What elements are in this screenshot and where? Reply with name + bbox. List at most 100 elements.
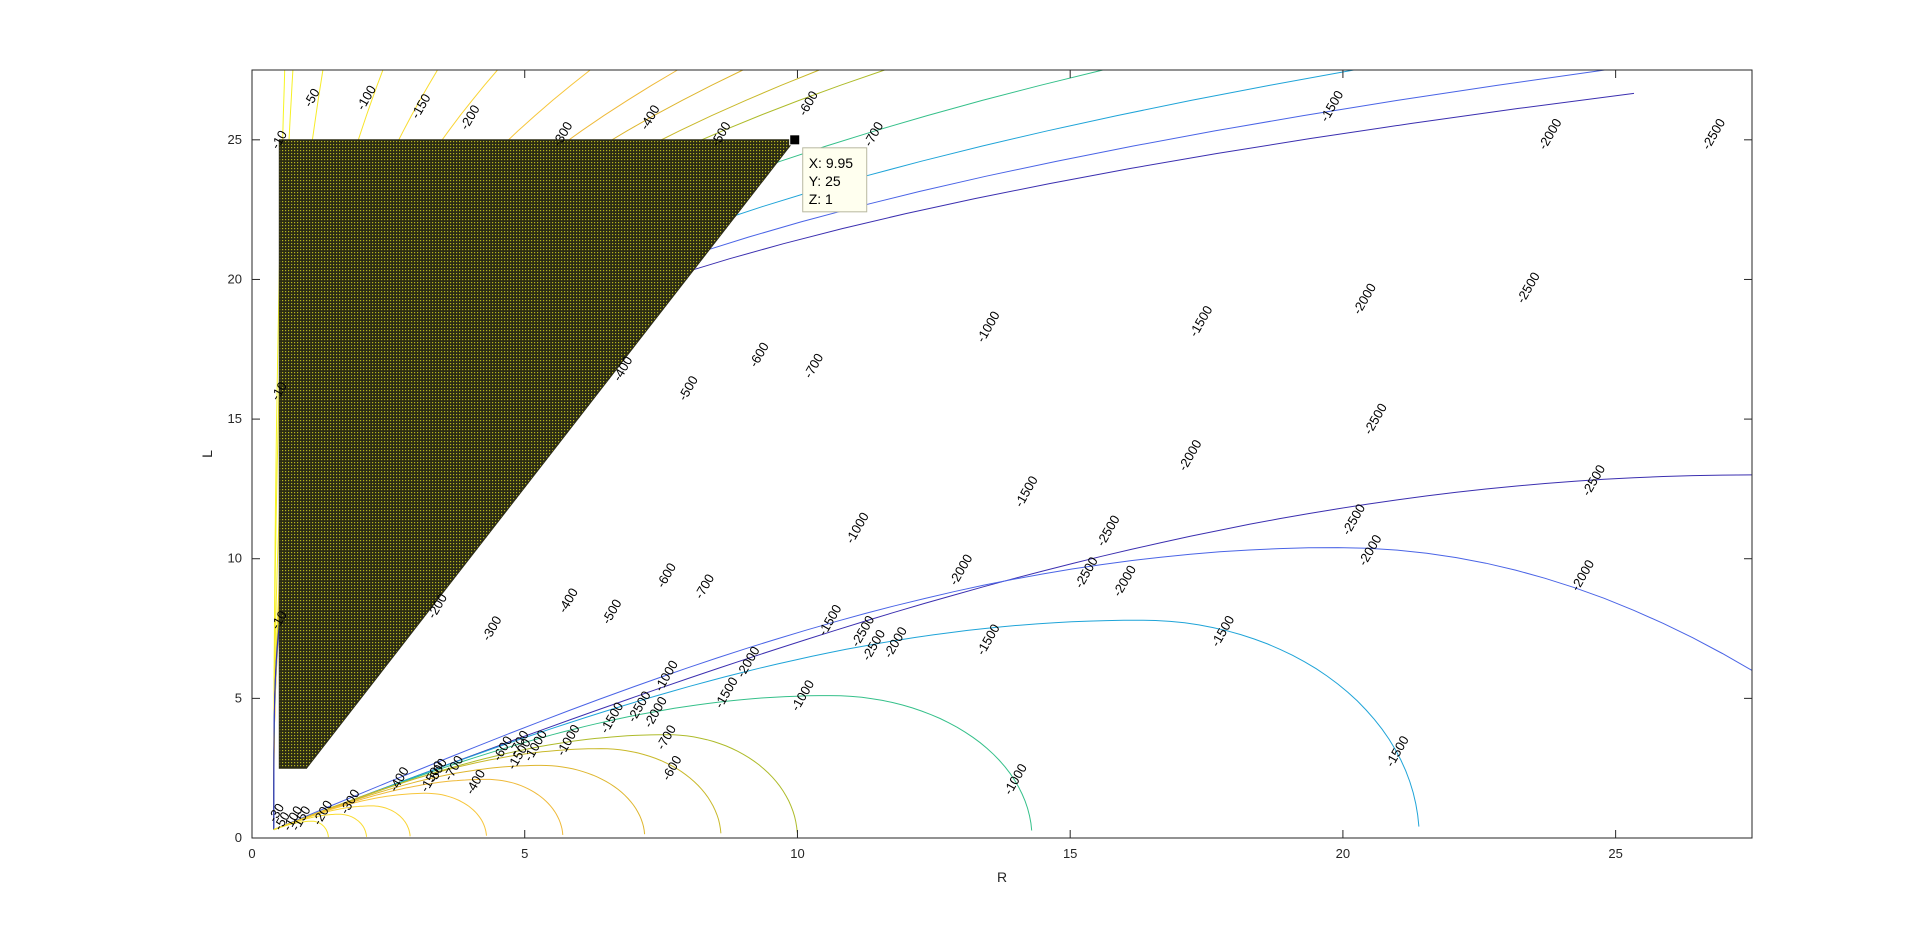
y-axis-label: L [199, 450, 215, 458]
shaded-region-layer [278, 139, 796, 769]
svg-text:-200: -200 [309, 798, 335, 828]
contour-label: -100 [353, 83, 379, 113]
contour-line-neg600 [273, 748, 722, 834]
svg-text:-2500: -2500 [1699, 116, 1729, 152]
contour-line-neg500 [273, 764, 646, 835]
contour-label: -700 [860, 119, 886, 149]
contour-label: -2000 [1355, 532, 1385, 568]
y-tick-label: 0 [235, 830, 242, 845]
x-axis-label: R [997, 869, 1007, 885]
contour-label: -2500 [1513, 269, 1543, 305]
datatip-line: Z: 1 [809, 191, 833, 207]
contour-label: -2000 [1109, 563, 1139, 599]
shaded-region [278, 139, 796, 769]
contour-label: -200 [309, 798, 335, 828]
contour-label: -400 [555, 585, 581, 615]
svg-text:-200: -200 [457, 102, 483, 132]
axes-box [251, 69, 1753, 839]
svg-text:-2500: -2500 [1339, 501, 1369, 537]
svg-text:-2000: -2000 [1109, 563, 1139, 599]
datatip-layer[interactable]: X: 9.95 Y: 25 Z: 1 [789, 134, 868, 213]
svg-text:-150: -150 [408, 91, 434, 121]
svg-text:-2000: -2000 [1568, 557, 1598, 593]
contour-label: -400 [637, 102, 663, 132]
contour-label: -2500 [1071, 554, 1101, 590]
svg-text:-600: -600 [795, 88, 821, 118]
contour-label: -1000 [651, 658, 681, 694]
contour-label: -1000 [973, 309, 1003, 345]
contour-label: -1500 [1382, 733, 1412, 769]
contour-label: -500 [599, 597, 625, 627]
contour-label: -1500 [973, 621, 1003, 657]
datatip-marker[interactable] [789, 134, 801, 146]
contour-label: -600 [795, 88, 821, 118]
y-tick-label: 15 [228, 411, 242, 426]
svg-text:-600: -600 [746, 340, 772, 370]
contour-label: -1500 [1317, 88, 1347, 124]
svg-text:-1500: -1500 [1186, 303, 1216, 339]
datatip-line: X: 9.95 [809, 155, 854, 171]
svg-text:-1500: -1500 [1317, 88, 1347, 124]
svg-text:-1500: -1500 [1382, 733, 1412, 769]
contour-label: -600 [653, 560, 679, 590]
y-tick-label: 25 [228, 132, 242, 147]
svg-text:-1500: -1500 [973, 621, 1003, 657]
contour-label: -700 [800, 351, 826, 381]
contour-label: -2500 [1093, 512, 1123, 548]
contour-label: -2000 [1568, 557, 1598, 593]
svg-text:-1000: -1000 [842, 510, 872, 546]
svg-text:-2500: -2500 [1093, 512, 1123, 548]
svg-text:-400: -400 [637, 102, 663, 132]
y-tick-label: 5 [235, 690, 242, 705]
axes-layer: 0 5 10 15 20 25 0 5 10 15 20 25 R L [199, 69, 1753, 885]
svg-text:-700: -700 [800, 351, 826, 381]
x-tick-label: 5 [521, 846, 528, 861]
contour-label: -1500 [1011, 473, 1041, 509]
x-tick-label: 20 [1336, 846, 1350, 861]
svg-text:-1500: -1500 [1208, 613, 1238, 649]
contour-label: -300 [479, 613, 505, 643]
contour-labels: -10-50 -100 -150 -200-300-400-500-600-700-1… [265, 83, 1728, 834]
svg-text:-2000: -2000 [1349, 281, 1379, 317]
contour-line-neg2000 [273, 547, 1753, 831]
contour-line-neg1500 [273, 619, 1420, 831]
svg-text:-2000: -2000 [946, 552, 976, 588]
contour-line-neg2500 [273, 474, 1753, 831]
x-tick-label: 15 [1063, 846, 1077, 861]
x-tick-label: 0 [248, 846, 255, 861]
contour-line-neg150 [273, 813, 367, 837]
svg-text:-500: -500 [599, 597, 625, 627]
x-tick-label: 10 [790, 846, 804, 861]
svg-text:-400: -400 [555, 585, 581, 615]
contour-line-neg100 [273, 820, 329, 838]
svg-text:-700: -700 [860, 119, 886, 149]
svg-text:-1500: -1500 [1011, 473, 1041, 509]
contour-label: -600 [746, 340, 772, 370]
svg-text:-600: -600 [653, 560, 679, 590]
datatip-line: Y: 25 [809, 173, 841, 189]
svg-text:-2500: -2500 [1513, 269, 1543, 305]
contour-label: -2500 [1339, 501, 1369, 537]
svg-text:-2000: -2000 [1175, 437, 1205, 473]
contour-label: -2000 [1535, 116, 1565, 152]
svg-text:-1000: -1000 [973, 309, 1003, 345]
contour-label: -1500 [1186, 303, 1216, 339]
y-tick-label: 10 [228, 551, 242, 566]
svg-text:-700: -700 [691, 571, 717, 601]
svg-text:-2500: -2500 [1071, 554, 1101, 590]
svg-text:-300: -300 [479, 613, 505, 643]
contour-label: -1000 [842, 510, 872, 546]
contour-label: -2000 [946, 552, 976, 588]
svg-text:-700: -700 [653, 722, 679, 752]
datatip-box[interactable] [802, 147, 868, 213]
svg-text:-500: -500 [675, 373, 701, 403]
contour-label: -700 [653, 722, 679, 752]
contour-label: -500 [675, 373, 701, 403]
contour-label: -2500 [1699, 116, 1729, 152]
contour-label: -2500 [1360, 401, 1390, 437]
svg-text:-1000: -1000 [651, 658, 681, 694]
contour-label: -150 [408, 91, 434, 121]
contour-line-neg1000 [273, 695, 1033, 831]
